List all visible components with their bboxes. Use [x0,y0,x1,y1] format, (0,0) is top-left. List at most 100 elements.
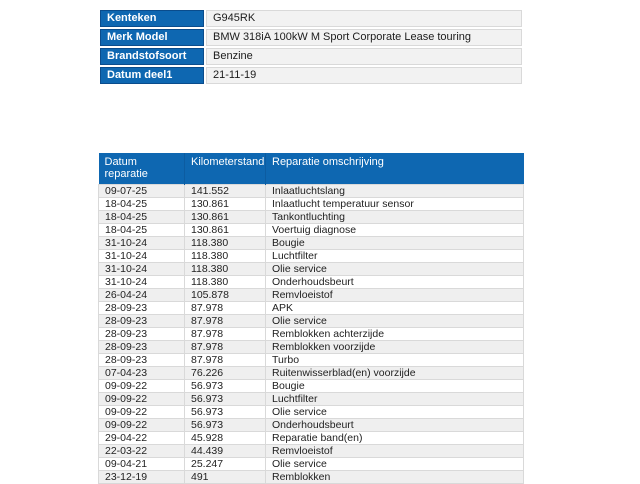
repair-row: 31-10-24 118.380 Luchtfilter [98,248,524,263]
vehicle-info-row: Brandstofsoort Benzine [100,48,522,65]
repair-cell-km: 87.978 [184,339,266,354]
repair-cell-date: 09-04-21 [98,456,185,471]
vehicle-info-row: Merk Model BMW 318iA 100kW M Sport Corpor… [100,29,522,46]
repair-row: 29-04-22 45.928 Reparatie band(en) [98,430,524,445]
repair-cell-km: 56.973 [184,404,266,419]
repair-cell-date: 18-04-25 [98,222,185,237]
repair-cell-date: 18-04-25 [98,209,185,224]
vehicle-info-body: Kenteken G945RK Merk Model BMW 318iA 100kW … [100,10,522,84]
repair-cell-date: 28-09-23 [98,313,185,328]
repair-cell-description: Bougie [265,378,524,393]
repair-cell-km: 56.973 [184,417,266,432]
repair-row: 26-04-24 105.878 Remvloeistof [98,287,524,302]
repair-cell-description: Voertuig diagnose [265,222,524,237]
repair-cell-description: Luchtfilter [265,248,524,263]
repair-cell-description: Onderhoudsbeurt [265,417,524,432]
repair-cell-km: 118.380 [184,248,266,263]
repair-row: 09-04-21 25.247 Olie service [98,456,524,471]
repair-row: 28-09-23 87.978 APK [98,300,524,315]
repair-cell-description: Reparatie band(en) [265,430,524,445]
repair-cell-date: 18-04-25 [98,196,185,211]
repair-cell-date: 09-09-22 [98,404,185,419]
repair-cell-description: Olie service [265,313,524,328]
vehicle-info-value: Benzine [206,48,522,65]
vehicle-info-value: 21-11-19 [206,67,522,84]
repair-cell-date: 22-03-22 [98,443,185,458]
repair-cell-km: 491 [184,469,266,484]
repair-cell-description: Remblokken [265,469,524,484]
repair-cell-km: 87.978 [184,352,266,367]
repair-cell-description: Luchtfilter [265,391,524,406]
repair-cell-description: Ruitenwisserblad(en) voorzijde [265,365,524,380]
repair-cell-km: 141.552 [184,183,266,198]
repair-cell-km: 118.380 [184,274,266,289]
repair-cell-description: Remvloeistof [265,287,524,302]
repair-header-cell-1: Kilometerstand [184,153,266,184]
repair-row: 23-12-19 491 Remblokken [98,469,524,484]
repair-row: 18-04-25 130.861 Voertuig diagnose [98,222,524,237]
repair-cell-date: 28-09-23 [98,339,185,354]
repair-cell-km: 56.973 [184,391,266,406]
repair-cell-km: 87.978 [184,326,266,341]
repair-cell-km: 87.978 [184,313,266,328]
repair-cell-description: Bougie [265,235,524,250]
vehicle-info-table: Kenteken G945RK Merk Model BMW 318iA 100kW … [98,8,524,86]
repair-cell-date: 26-04-24 [98,287,185,302]
vehicle-info-value: G945RK [206,10,522,27]
repair-row: 31-10-24 118.380 Onderhoudsbeurt [98,274,524,289]
repair-cell-date: 09-09-22 [98,378,185,393]
repair-row: 22-03-22 44.439 Remvloeistof [98,443,524,458]
repair-cell-description: Olie service [265,456,524,471]
repair-cell-km: 105.878 [184,287,266,302]
repair-header-cell-2: Reparatie omschrijving [265,153,524,184]
vehicle-info-label: Datum deel1 [100,67,204,84]
repair-cell-date: 07-04-23 [98,365,185,380]
repair-cell-date: 28-09-23 [98,300,185,315]
repair-cell-date: 28-09-23 [98,326,185,341]
repair-cell-description: Onderhoudsbeurt [265,274,524,289]
vehicle-info-row: Kenteken G945RK [100,10,522,27]
repair-cell-description: Turbo [265,352,524,367]
repair-header-cell-0: Datum reparatie [98,153,185,184]
repair-cell-km: 130.861 [184,222,266,237]
repair-row: 09-09-22 56.973 Bougie [98,378,524,393]
repair-row: 28-09-23 87.978 Remblokken achterzijde [98,326,524,341]
repair-cell-description: Inlaatlucht temperatuur sensor [265,196,524,211]
repair-cell-description: Remblokken voorzijde [265,339,524,354]
repair-cell-description: Olie service [265,404,524,419]
repair-cell-date: 09-07-25 [98,183,185,198]
vehicle-info-label: Kenteken [100,10,204,27]
repair-cell-date: 31-10-24 [98,235,185,250]
repair-cell-description: Tankontluchting [265,209,524,224]
repair-row: 18-04-25 130.861 Inlaatlucht temperatuur s… [98,196,524,211]
vehicle-info-label: Brandstofsoort [100,48,204,65]
repair-cell-description: Inlaatluchtslang [265,183,524,198]
repair-cell-description: Olie service [265,261,524,276]
repair-cell-km: 118.380 [184,235,266,250]
repair-row: 28-09-23 87.978 Remblokken voorzijde [98,339,524,354]
repair-row: 07-04-23 76.226 Ruitenwisserblad(en) voorz… [98,365,524,380]
repair-cell-km: 76.226 [184,365,266,380]
repair-cell-km: 25.247 [184,456,266,471]
repair-row: 28-09-23 87.978 Turbo [98,352,524,367]
repair-cell-description: Remblokken achterzijde [265,326,524,341]
repair-cell-km: 45.928 [184,430,266,445]
repair-cell-km: 56.973 [184,378,266,393]
repair-table: Datum reparatie Kilometerstand Reparatie o… [98,153,524,484]
repair-cell-description: APK [265,300,524,315]
repair-cell-description: Remvloeistof [265,443,524,458]
repair-cell-km: 44.439 [184,443,266,458]
repair-cell-date: 23-12-19 [98,469,185,484]
repair-cell-km: 130.861 [184,209,266,224]
repair-table-body: 09-07-25 141.552 Inlaatluchtslang 18-04-25 1… [98,183,524,484]
repair-row: 31-10-24 118.380 Bougie [98,235,524,250]
repair-row: 28-09-23 87.978 Olie service [98,313,524,328]
vehicle-info-value: BMW 318iA 100kW M Sport Corporate Lease … [206,29,522,46]
repair-cell-km: 130.861 [184,196,266,211]
repair-cell-km: 118.380 [184,261,266,276]
repair-cell-date: 31-10-24 [98,274,185,289]
repair-cell-km: 87.978 [184,300,266,315]
repair-row: 09-07-25 141.552 Inlaatluchtslang [98,183,524,198]
vehicle-info-label: Merk Model [100,29,204,46]
repair-cell-date: 28-09-23 [98,352,185,367]
